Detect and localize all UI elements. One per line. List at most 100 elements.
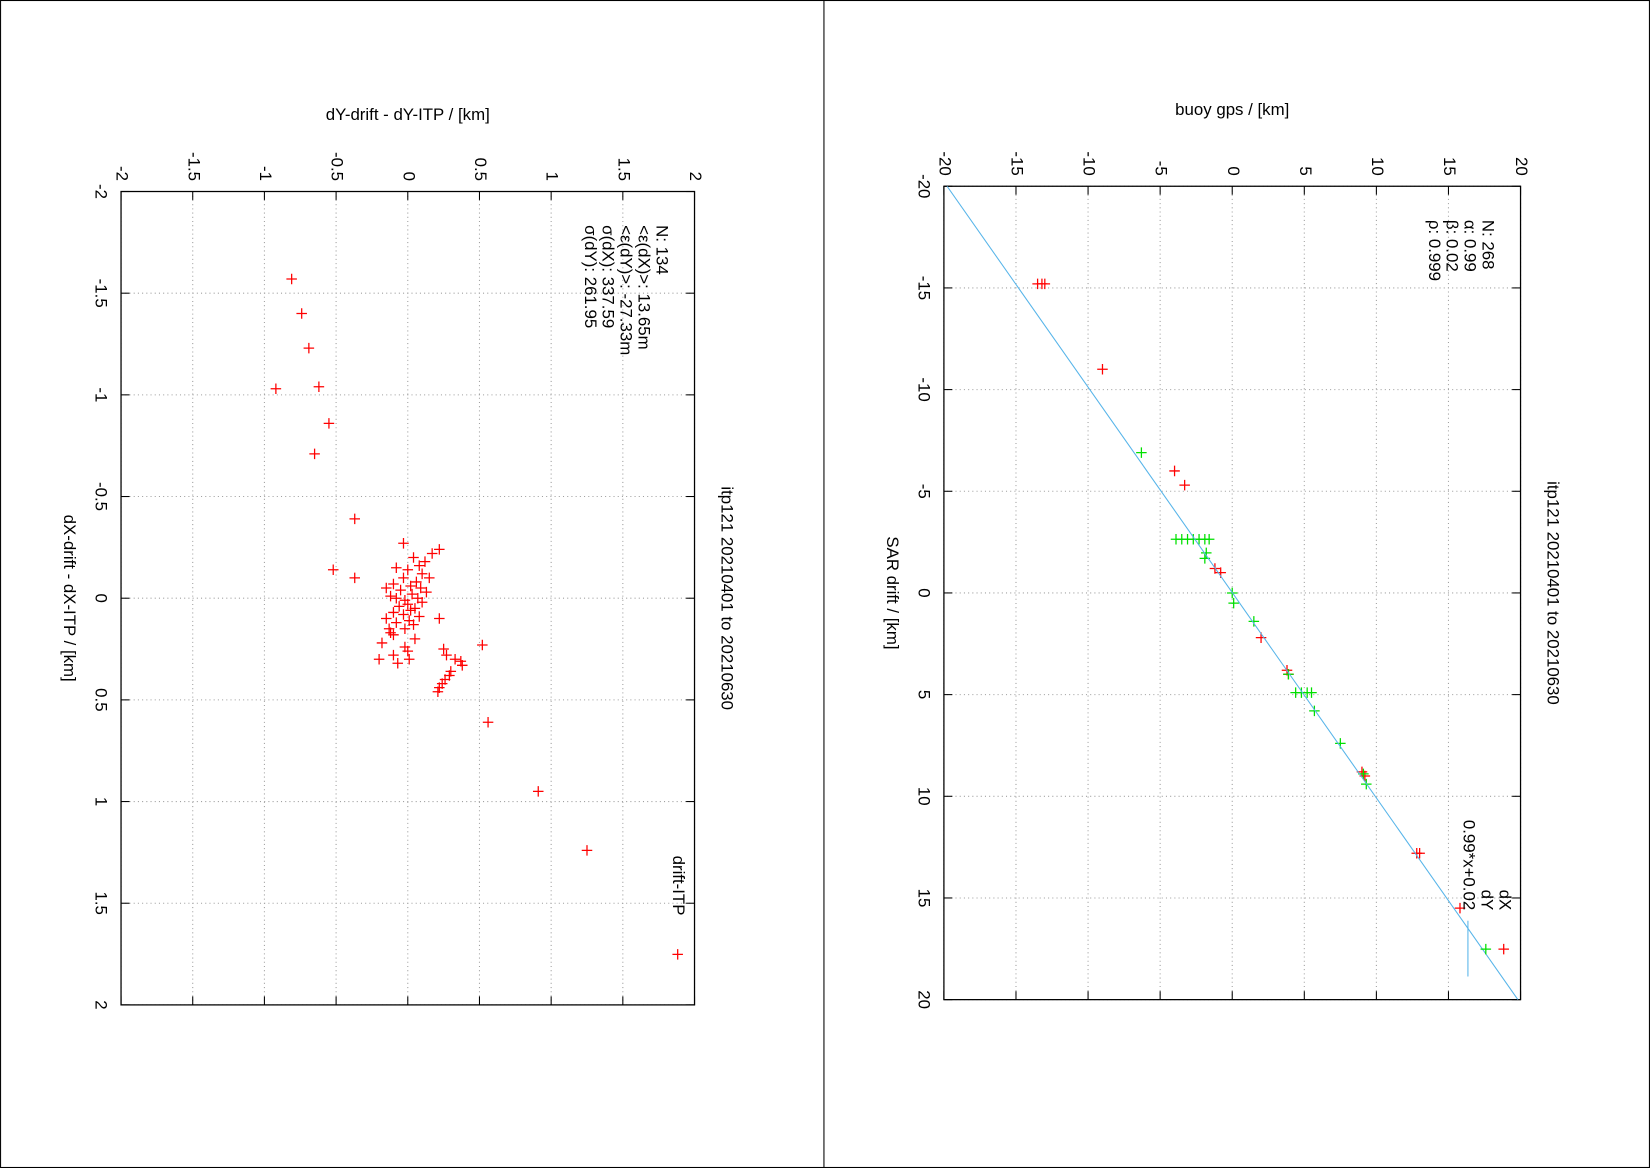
y-tick-label: 0 [399, 172, 418, 181]
point [323, 418, 335, 429]
legend-marker [672, 949, 683, 960]
point [388, 607, 399, 618]
stats-text: σ(dX): 337.59 [599, 225, 618, 328]
point [391, 617, 402, 628]
point [424, 572, 435, 584]
point [1306, 687, 1317, 698]
y-tick-label: 5 [1296, 166, 1315, 175]
point [327, 564, 339, 575]
x-tick-label: -0.5 [92, 482, 111, 511]
point [411, 576, 422, 588]
point [393, 601, 405, 612]
point [477, 639, 488, 651]
x-tick-label: 1 [92, 797, 111, 806]
point [406, 588, 418, 600]
point [482, 716, 494, 728]
y-tick-label: 2 [686, 172, 705, 181]
point [1039, 278, 1051, 290]
x-tick-label: -5 [914, 484, 933, 499]
point [373, 653, 385, 665]
point [303, 342, 315, 354]
stats-text: α: 0.99 [1461, 220, 1480, 272]
point [270, 383, 282, 395]
point [391, 592, 402, 604]
y-tick-label: -20 [935, 151, 954, 175]
point [434, 544, 445, 555]
point [402, 599, 414, 610]
x-tick-label: 0 [914, 588, 933, 597]
legend-marker [1498, 943, 1509, 955]
point [349, 572, 360, 584]
y-tick-label: -2 [113, 166, 132, 181]
point [1136, 447, 1147, 458]
x-tick-label: 2 [92, 1000, 111, 1009]
y-tick-label: -15 [1008, 151, 1027, 175]
plot-panel: -2 -1.5 -1 -0.5 0 0.5 1 1.5 2 -2 -1.5 -1 -0.5 0 0.5 1 1.… [60, 105, 737, 1009]
plot-frame [943, 185, 1522, 1001]
point [1414, 847, 1425, 859]
y-tick-label: -5 [1152, 161, 1171, 176]
point [441, 649, 452, 661]
point [413, 560, 425, 571]
point [581, 845, 593, 856]
point [309, 448, 320, 460]
point [1309, 705, 1320, 717]
point [408, 552, 419, 563]
stats-text: N: 134 [652, 225, 671, 275]
point [1097, 364, 1108, 375]
y-tick-label: 10 [1368, 157, 1387, 176]
point [1283, 669, 1294, 680]
plot-frame [120, 190, 696, 1006]
point [1201, 547, 1212, 559]
point [388, 629, 399, 641]
point [395, 584, 406, 596]
point [385, 590, 396, 602]
y-tick-label: -1.5 [184, 152, 203, 181]
point [409, 603, 421, 614]
point [376, 637, 388, 649]
y-axis-label: buoy gps / [km] [1175, 100, 1289, 119]
y-tick-label: 20 [1512, 157, 1531, 176]
x-tick-label: 15 [914, 889, 933, 908]
x-tick-label: 10 [914, 787, 933, 806]
point [1248, 616, 1260, 627]
point [415, 582, 426, 594]
point [402, 564, 414, 575]
point [388, 649, 399, 661]
point [419, 556, 431, 567]
point [388, 578, 399, 590]
legend-label: drift-ITP [669, 856, 688, 916]
x-tick-label: -15 [914, 276, 933, 300]
point [426, 548, 438, 559]
stats-text: β: 0.02 [1443, 220, 1462, 272]
point [1169, 465, 1180, 477]
point [408, 619, 419, 630]
point [1179, 479, 1190, 491]
point [438, 643, 449, 655]
y-tick-label: -0.5 [328, 152, 347, 181]
x-tick-label: -1 [92, 387, 111, 402]
point [416, 568, 428, 580]
x-tick-label: 0.5 [92, 688, 111, 711]
point [286, 273, 297, 285]
point [398, 609, 409, 620]
point [313, 381, 325, 392]
point [296, 308, 307, 319]
x-tick-label: -20 [914, 174, 933, 198]
x-tick-label: -1.5 [92, 279, 111, 308]
point [381, 613, 392, 624]
y-tick-label: 1 [543, 172, 562, 181]
point [413, 611, 425, 622]
x-tick-label: 1.5 [92, 892, 111, 915]
point [421, 586, 432, 598]
stats-text: N: 268 [1478, 220, 1497, 270]
point [405, 580, 416, 592]
point [409, 633, 421, 645]
y-tick-label: 0.5 [471, 158, 490, 181]
point [402, 645, 414, 657]
x-tick-label: 5 [914, 690, 933, 699]
y-tick-label: -10 [1080, 151, 1099, 175]
fit-line [946, 186, 1519, 1000]
data-layer [946, 186, 1519, 1000]
